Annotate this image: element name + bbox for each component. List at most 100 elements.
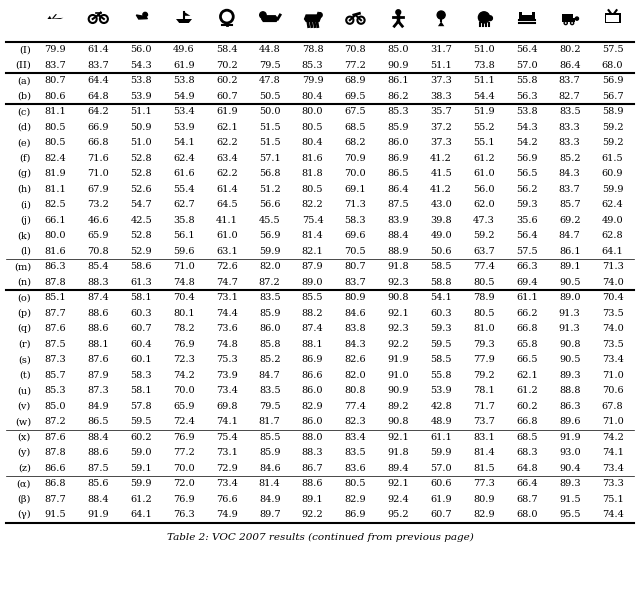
Text: 81.6: 81.6 [45, 247, 67, 256]
Text: 90.8: 90.8 [388, 293, 409, 302]
Text: 87.5: 87.5 [88, 464, 109, 472]
Text: 85.0: 85.0 [388, 45, 409, 54]
Text: 69.8: 69.8 [216, 402, 237, 411]
Text: 70.5: 70.5 [344, 247, 366, 256]
Text: 90.5: 90.5 [559, 355, 580, 364]
Text: 79.9: 79.9 [301, 76, 323, 85]
Text: 73.4: 73.4 [216, 479, 238, 488]
Text: 57.0: 57.0 [516, 61, 538, 70]
Polygon shape [305, 15, 321, 22]
Text: 58.1: 58.1 [131, 386, 152, 395]
Text: 83.7: 83.7 [559, 76, 580, 85]
Text: 84.9: 84.9 [259, 495, 280, 504]
Text: 74.2: 74.2 [173, 371, 195, 379]
Text: 64.8: 64.8 [88, 92, 109, 101]
Text: 59.5: 59.5 [430, 340, 452, 349]
Text: 79.3: 79.3 [473, 340, 495, 349]
Text: 71.3: 71.3 [344, 200, 366, 209]
Text: 66.3: 66.3 [516, 262, 538, 271]
Text: 35.7: 35.7 [430, 107, 452, 116]
Text: 77.9: 77.9 [473, 355, 495, 364]
Text: 57.8: 57.8 [131, 402, 152, 411]
Text: 87.2: 87.2 [259, 278, 280, 287]
Text: 86.7: 86.7 [301, 464, 323, 472]
Text: 37.3: 37.3 [430, 76, 452, 85]
Text: 60.6: 60.6 [430, 479, 452, 488]
Text: 88.6: 88.6 [88, 309, 109, 318]
Text: 59.6: 59.6 [173, 247, 195, 256]
Text: 50.5: 50.5 [259, 92, 280, 101]
Text: 80.5: 80.5 [302, 185, 323, 194]
Text: 57.5: 57.5 [516, 247, 538, 256]
Text: 88.4: 88.4 [387, 231, 409, 240]
Text: 88.1: 88.1 [301, 340, 323, 349]
Text: 70.4: 70.4 [602, 293, 623, 302]
Text: 68.3: 68.3 [516, 448, 538, 457]
Text: 80.5: 80.5 [473, 278, 495, 287]
Text: 64.4: 64.4 [88, 76, 109, 85]
Text: 90.9: 90.9 [388, 386, 409, 395]
Text: 80.6: 80.6 [45, 92, 66, 101]
Text: 41.2: 41.2 [430, 154, 452, 163]
Text: 61.9: 61.9 [430, 495, 452, 504]
Text: 53.9: 53.9 [131, 92, 152, 101]
Text: 71.3: 71.3 [602, 262, 623, 271]
Text: 83.3: 83.3 [559, 138, 580, 147]
Text: 85.6: 85.6 [88, 479, 109, 488]
Text: 50.6: 50.6 [430, 247, 452, 256]
Text: 62.4: 62.4 [602, 200, 623, 209]
Text: 58.3: 58.3 [344, 216, 366, 225]
Text: 87.3: 87.3 [45, 355, 67, 364]
Text: 35.8: 35.8 [173, 216, 195, 225]
Text: 54.9: 54.9 [173, 92, 195, 101]
Text: 75.4: 75.4 [301, 216, 323, 225]
Text: (s): (s) [19, 355, 31, 364]
Text: 80.5: 80.5 [45, 123, 66, 132]
Text: 56.5: 56.5 [516, 169, 538, 178]
Text: 69.6: 69.6 [345, 231, 366, 240]
Text: 87.5: 87.5 [387, 200, 409, 209]
Text: 83.3: 83.3 [559, 123, 580, 132]
Polygon shape [437, 22, 445, 26]
Circle shape [437, 11, 445, 19]
Text: 70.0: 70.0 [173, 386, 195, 395]
Text: 41.5: 41.5 [430, 169, 452, 178]
Text: 86.1: 86.1 [559, 247, 580, 256]
Text: 73.6: 73.6 [216, 324, 237, 333]
Polygon shape [606, 15, 619, 22]
Text: 66.1: 66.1 [45, 216, 67, 225]
Text: 60.7: 60.7 [216, 92, 237, 101]
Text: 90.5: 90.5 [559, 278, 580, 287]
Text: 92.1: 92.1 [387, 433, 409, 442]
Text: (β): (β) [18, 495, 31, 504]
Text: (i): (i) [20, 200, 31, 209]
Text: 74.1: 74.1 [216, 417, 238, 426]
Text: 54.3: 54.3 [131, 61, 152, 70]
Text: 59.9: 59.9 [131, 479, 152, 488]
Text: 37.3: 37.3 [430, 138, 452, 147]
Polygon shape [52, 14, 57, 19]
Text: 58.8: 58.8 [430, 278, 452, 287]
Text: 59.2: 59.2 [473, 231, 495, 240]
Text: 77.3: 77.3 [473, 479, 495, 488]
Text: 64.1: 64.1 [131, 510, 152, 519]
Text: 52.8: 52.8 [131, 169, 152, 178]
Text: 54.4: 54.4 [473, 92, 495, 101]
Text: 92.1: 92.1 [387, 479, 409, 488]
Polygon shape [47, 18, 63, 19]
Text: 66.2: 66.2 [516, 309, 538, 318]
Text: 73.5: 73.5 [602, 309, 623, 318]
Text: 82.9: 82.9 [344, 495, 366, 504]
Text: 59.1: 59.1 [131, 464, 152, 472]
Text: 81.9: 81.9 [45, 169, 67, 178]
Text: 62.7: 62.7 [173, 200, 195, 209]
Text: 92.3: 92.3 [387, 278, 409, 287]
Text: (q): (q) [17, 324, 31, 333]
Text: 78.1: 78.1 [473, 386, 495, 395]
Text: 59.2: 59.2 [602, 123, 623, 132]
Text: 68.9: 68.9 [345, 76, 366, 85]
Text: 55.8: 55.8 [516, 76, 538, 85]
Text: (x): (x) [18, 433, 31, 442]
Text: 88.4: 88.4 [88, 433, 109, 442]
Text: 74.4: 74.4 [602, 510, 623, 519]
